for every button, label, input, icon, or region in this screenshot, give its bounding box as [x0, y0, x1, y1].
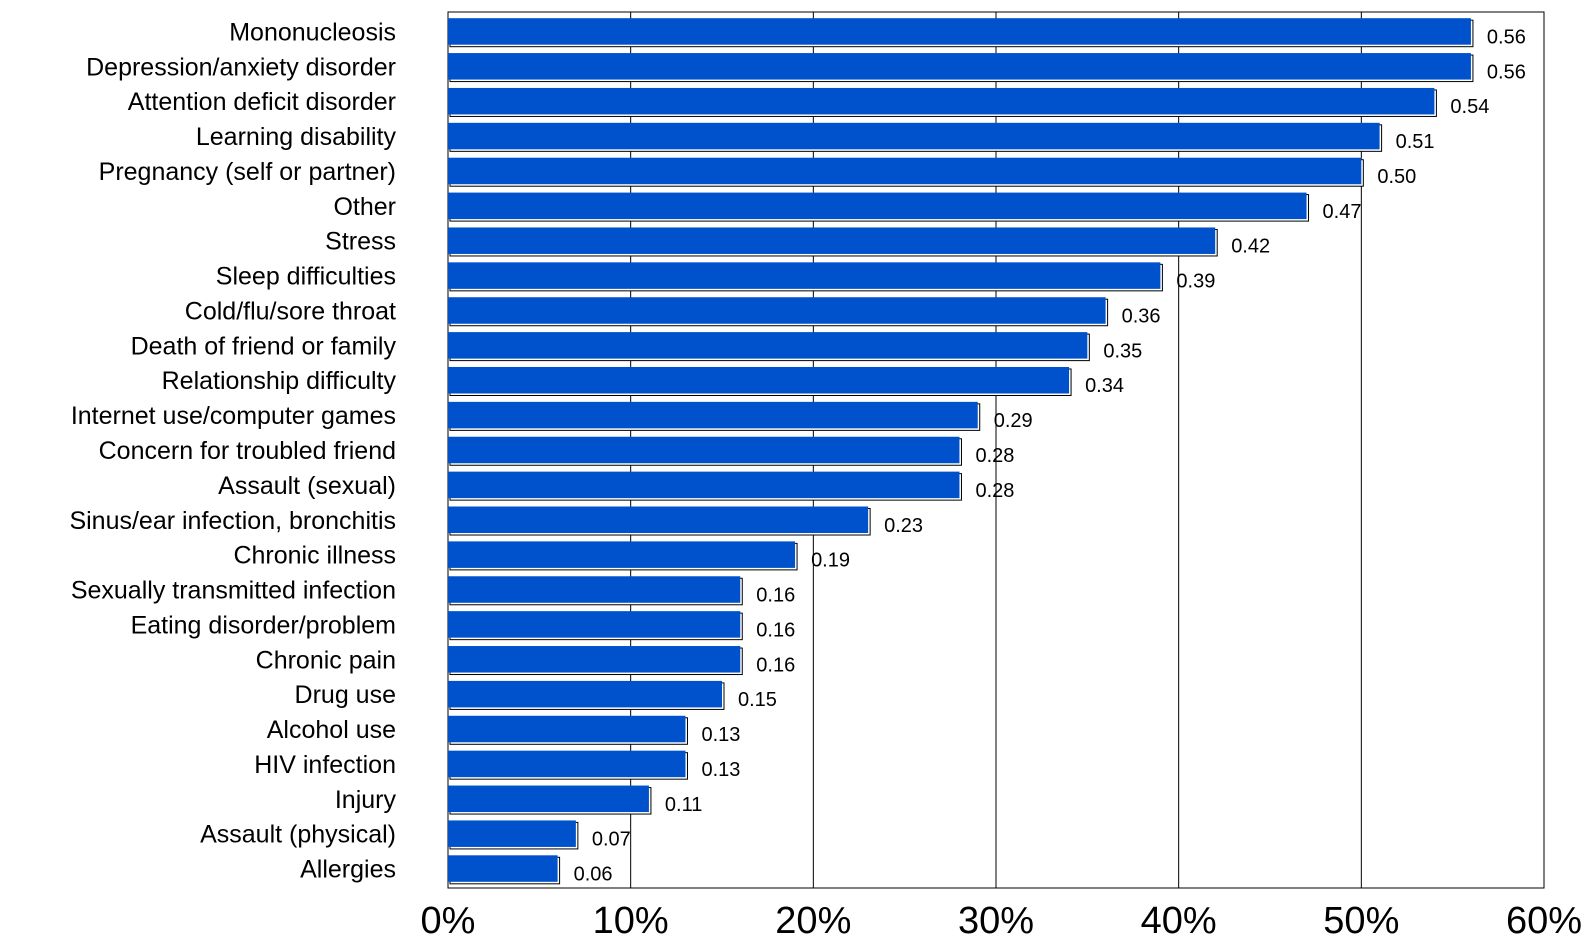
category-label: Relationship difficulty — [162, 367, 397, 395]
category-label: Allergies — [300, 856, 396, 884]
category-labels: Mononucleosis Depression/anxiety disorder… — [69, 18, 396, 883]
value-label: 0.28 — [975, 445, 1014, 467]
bar — [448, 680, 722, 708]
bar — [448, 87, 1435, 115]
value-label: 0.13 — [701, 759, 740, 781]
value-label: 0.07 — [592, 829, 631, 851]
value-label: 0.11 — [665, 794, 702, 816]
category-label: Drug use — [295, 681, 396, 709]
bar — [448, 471, 960, 499]
value-label: 0.36 — [1122, 305, 1161, 327]
value-label: 0.16 — [756, 585, 795, 607]
category-label: Alcohol use — [267, 716, 396, 744]
x-tick-label: 40% — [1141, 900, 1217, 942]
bar — [448, 611, 741, 638]
bars — [448, 18, 1474, 885]
value-label: 0.42 — [1231, 236, 1270, 258]
category-label: Eating disorder/problem — [131, 611, 396, 639]
category-label: Sleep difficulties — [216, 263, 396, 291]
category-label: Chronic pain — [256, 646, 396, 674]
x-tick-label: 60% — [1506, 900, 1582, 942]
bar — [448, 157, 1362, 185]
bar — [448, 785, 649, 813]
value-labels: 0.56 0.56 0.54 0.51 0.50 0.47 0.42 0.39 0.36 0.35… — [574, 26, 1526, 885]
bar — [448, 820, 576, 847]
category-label: Sexually transmitted infection — [71, 577, 396, 605]
category-label: Stress — [325, 228, 396, 256]
x-tick-label: 50% — [1323, 900, 1399, 942]
category-label: Sinus/ear infection, bronchitis — [69, 507, 396, 535]
x-tick-label: 10% — [593, 900, 669, 942]
value-label: 0.54 — [1450, 96, 1489, 118]
value-label: 0.06 — [574, 864, 613, 886]
value-label: 0.51 — [1396, 131, 1435, 153]
bar — [448, 401, 978, 429]
category-label: Chronic illness — [233, 542, 396, 570]
value-label: 0.50 — [1377, 166, 1416, 188]
category-label: Concern for troubled friend — [99, 437, 396, 465]
value-label: 0.29 — [994, 410, 1033, 432]
bar — [448, 436, 960, 464]
category-label: Cold/flu/sore throat — [185, 297, 396, 325]
bar — [448, 18, 1471, 45]
category-label: Attention deficit disorder — [128, 88, 396, 116]
x-tick-label: 30% — [958, 900, 1034, 942]
x-tick-label: 0% — [421, 900, 476, 942]
category-label: Other — [333, 193, 396, 221]
category-label: Assault (sexual) — [218, 472, 396, 500]
value-label: 0.34 — [1085, 375, 1124, 397]
category-label: Internet use/computer games — [71, 402, 396, 430]
category-label: Injury — [335, 786, 397, 814]
value-label: 0.35 — [1103, 340, 1142, 362]
bar — [448, 855, 558, 882]
bar — [448, 715, 686, 743]
value-label: 0.13 — [701, 724, 740, 746]
bar — [448, 366, 1070, 394]
value-label: 0.23 — [884, 515, 923, 537]
bar — [448, 297, 1106, 324]
bar — [448, 646, 741, 673]
category-label: Mononucleosis — [229, 18, 396, 46]
bar — [448, 506, 869, 534]
category-label: Pregnancy (self or partner) — [99, 158, 396, 186]
category-label: HIV infection — [254, 751, 396, 779]
value-label: 0.28 — [975, 480, 1014, 502]
x-tick-label: 20% — [775, 900, 851, 942]
bar — [448, 192, 1307, 220]
bar — [448, 541, 796, 568]
category-label: Death of friend or family — [131, 332, 397, 360]
bar — [448, 262, 1161, 289]
value-label: 0.16 — [756, 619, 795, 641]
bar — [448, 576, 741, 603]
category-label: Assault (physical) — [200, 821, 396, 849]
bar — [448, 53, 1471, 80]
bar — [448, 227, 1216, 254]
category-label: Learning disability — [196, 123, 397, 151]
value-label: 0.56 — [1487, 26, 1526, 48]
value-label: 0.39 — [1176, 271, 1215, 293]
value-label: 0.16 — [756, 654, 795, 676]
value-label: 0.19 — [811, 550, 850, 572]
value-label: 0.47 — [1323, 201, 1362, 223]
bar — [448, 750, 686, 778]
x-tick-labels: 0% 10% 20% 30% 40% 50% 60% — [421, 900, 1582, 942]
value-label: 0.56 — [1487, 61, 1526, 83]
category-label: Depression/anxiety disorder — [86, 53, 396, 81]
bar — [448, 332, 1088, 359]
bar — [448, 122, 1380, 150]
value-label: 0.15 — [738, 689, 777, 711]
